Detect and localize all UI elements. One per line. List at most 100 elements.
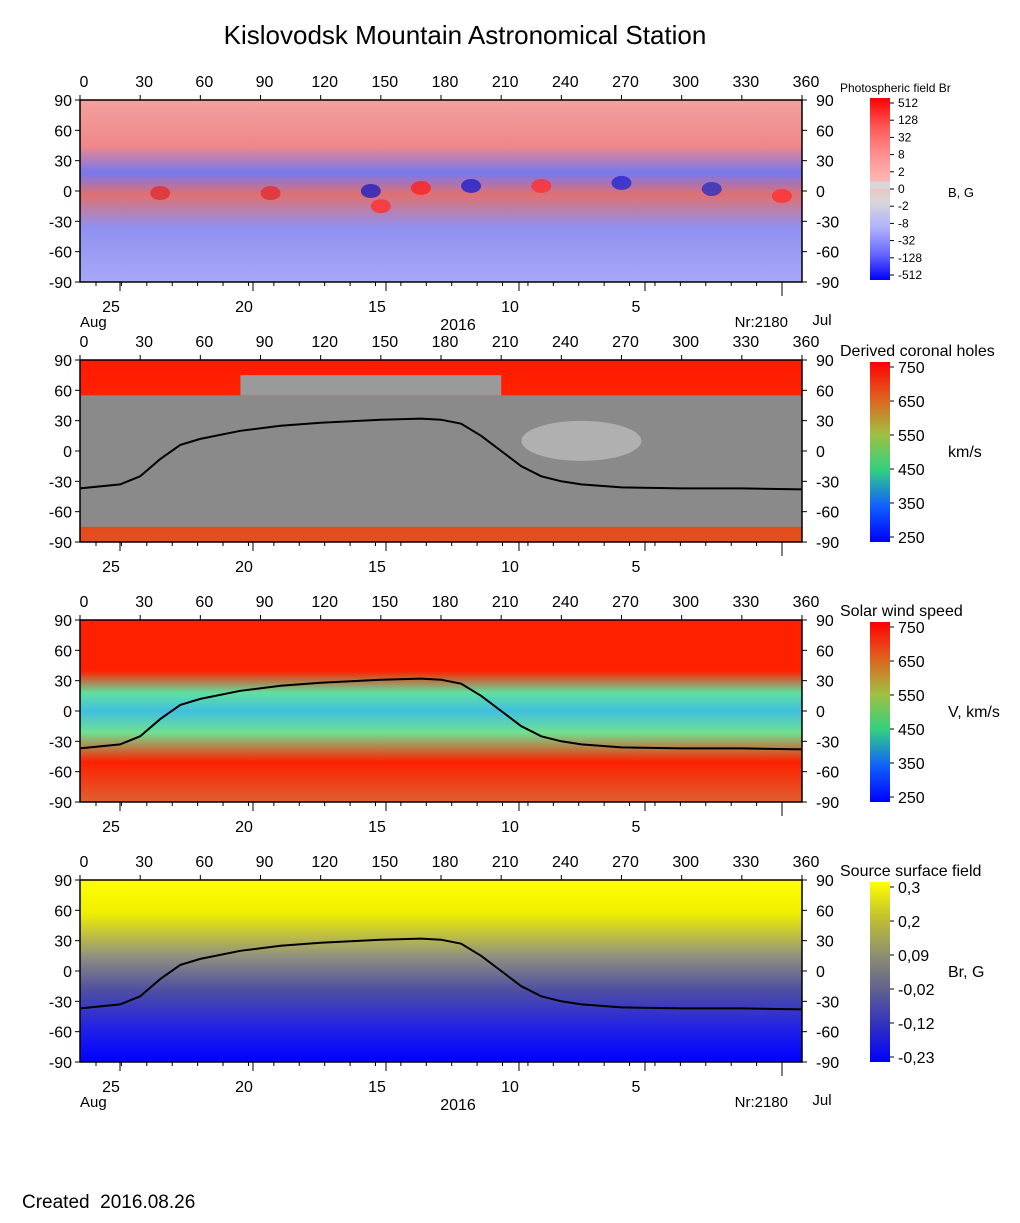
x-tick-label: 30 [135,334,153,351]
x-tick-label: 120 [311,74,338,91]
x-tick-label: 90 [256,594,274,611]
date-tick-label: 15 [368,819,386,836]
date-tick-label: 20 [235,819,253,836]
x-tick-label: 30 [135,854,153,871]
x-tick-label: 150 [371,854,398,871]
date-tick-label: 15 [368,559,386,576]
panel-title: Solar wind speed [840,603,963,620]
y-tick-label-left: 0 [63,964,72,981]
y-tick-label-right: -30 [816,214,839,231]
date-tick-label: 10 [501,1079,519,1096]
created-footer: Created 2016.08.26 [22,1192,195,1214]
active-region-9 [370,199,391,214]
colorbar-tick-label: -8 [898,216,909,230]
x-tick-label: 60 [195,74,213,91]
colorbar-tick-label: 350 [898,496,925,513]
colorbar-tick-label: 0,2 [898,914,920,931]
colorbar-tick-label: -128 [898,251,922,265]
x-tick-label: 90 [256,74,274,91]
x-tick-label: 210 [492,74,519,91]
x-tick-label: 300 [672,74,699,91]
y-tick-label-right: 90 [816,353,834,370]
y-tick-label-right: 30 [816,154,834,171]
x-tick-label: 240 [552,594,579,611]
active-region-6 [611,175,632,190]
x-tick-label: 270 [612,854,639,871]
y-tick-label-right: 90 [816,613,834,630]
x-tick-label: 330 [732,854,759,871]
date-year: 2016 [440,317,476,334]
x-tick-label: 210 [492,594,519,611]
colorbar-tick-label: 2 [898,165,905,179]
y-tick-label-left: -60 [49,765,72,782]
y-tick-label-left: 90 [54,93,72,110]
active-region-10 [531,178,552,193]
date-tick-label: 5 [632,299,641,316]
x-tick-label: 0 [80,854,89,871]
x-tick-label: 360 [793,334,820,351]
x-tick-label: 90 [256,854,274,871]
colorbar-tick-label: -2 [898,199,909,213]
y-tick-label-right: -60 [816,505,839,522]
y-tick-label-left: -30 [49,734,72,751]
y-tick-label-left: 30 [54,414,72,431]
date-tick-label: 15 [368,1079,386,1096]
colorbar [870,622,890,802]
y-tick-label-right: -90 [816,275,839,292]
active-region-3 [360,184,381,198]
y-tick-label-left: 60 [54,643,72,660]
date-tick-label: 10 [501,299,519,316]
colorbar-tick-label: 450 [898,462,925,479]
colorbar [870,882,890,1062]
neutral-line [79,417,803,491]
rotation-number: Nr:2180 [735,1094,788,1111]
x-tick-label: 180 [432,854,459,871]
y-tick-label-left: -90 [49,795,72,812]
colorbar-tick-label: 0 [898,182,905,196]
y-tick-label-left: -30 [49,994,72,1011]
x-tick-label: 300 [672,854,699,871]
x-tick-label: 210 [492,334,519,351]
y-tick-label-left: -60 [49,245,72,262]
y-tick-label-left: 60 [54,903,72,920]
y-tick-label-right: -60 [816,765,839,782]
colorbar-label: Br, G [948,964,984,981]
colorbar-tick-label: 750 [898,620,925,637]
x-tick-label: 300 [672,334,699,351]
x-tick-label: 330 [732,74,759,91]
y-tick-label-right: 0 [816,704,825,721]
y-tick-label-right: -90 [816,535,839,552]
active-region-2 [260,186,281,201]
x-tick-label: 30 [135,74,153,91]
colorbar-tick-label: 0,09 [898,948,929,965]
x-tick-label: 330 [732,594,759,611]
panel-title: Photospheric field Br [840,81,951,95]
colorbar-tick-label: 8 [898,148,905,162]
y-tick-label-right: -90 [816,795,839,812]
x-tick-label: 240 [552,74,579,91]
date-year: 2016 [440,1097,476,1114]
x-tick-label: 360 [793,854,820,871]
y-tick-label-left: 90 [54,873,72,890]
y-tick-label-left: 60 [54,383,72,400]
panel-title: Source surface field [840,863,981,880]
y-tick-label-left: -30 [49,474,72,491]
colorbar-tick-label: 550 [898,688,925,705]
colorbar-tick-label: -0,12 [898,1016,935,1033]
colorbar-label: B, G [948,185,974,200]
y-tick-label-left: 30 [54,154,72,171]
closed-field-patch [521,420,642,461]
y-tick-label-left: 30 [54,674,72,691]
y-tick-label-right: 60 [816,383,834,400]
y-tick-label-left: 90 [54,613,72,630]
x-tick-label: 120 [311,854,338,871]
y-tick-label-right: -30 [816,474,839,491]
solar-wind-map [80,620,802,802]
x-tick-label: 30 [135,594,153,611]
x-tick-label: 120 [311,594,338,611]
y-tick-label-right: 90 [816,873,834,890]
y-tick-label-left: -90 [49,275,72,292]
